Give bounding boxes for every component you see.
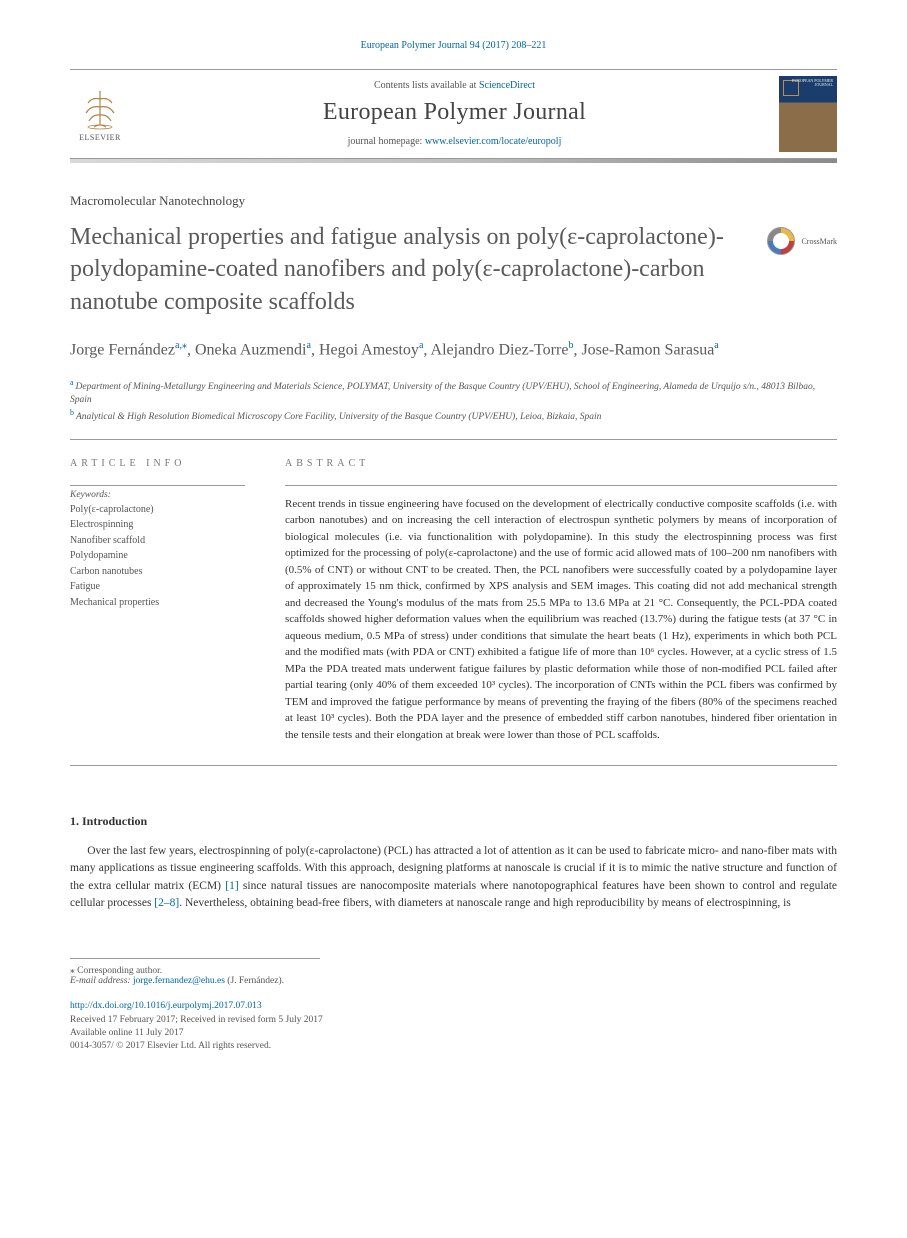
available-line: Available online 11 July 2017 xyxy=(70,1027,837,1040)
author-2: Oneka Auzmendi xyxy=(195,342,307,359)
cover-thumb-text: EUROPEAN POLYMER JOURNAL xyxy=(779,79,833,88)
homepage-prefix: journal homepage: xyxy=(348,136,425,147)
author-1-aff[interactable]: a,⁎ xyxy=(175,340,187,351)
authors-list: Jorge Fernándeza,⁎, Oneka Auzmendia, Heg… xyxy=(70,338,837,362)
affiliation-b-text: Analytical & High Resolution Biomedical … xyxy=(76,412,601,422)
received-line: Received 17 February 2017; Received in r… xyxy=(70,1014,837,1027)
article-info-heading: ARTICLE INFO xyxy=(70,458,245,469)
email-link[interactable]: jorge.fernandez@ehu.es xyxy=(133,976,225,986)
author-4: Alejandro Diez-Torre xyxy=(431,342,569,359)
gradient-bar xyxy=(70,159,837,163)
elsevier-logo: ELSEVIER xyxy=(70,76,130,152)
author-5: Jose-Ramon Sarasua xyxy=(581,342,714,359)
article-title: Mechanical properties and fatigue analys… xyxy=(70,221,747,318)
contents-prefix: Contents lists available at xyxy=(374,80,479,91)
journal-cover-thumb: EUROPEAN POLYMER JOURNAL xyxy=(779,76,837,152)
author-2-aff[interactable]: a xyxy=(306,340,310,351)
article-info-col: ARTICLE INFO Keywords: Poly(ε-caprolacto… xyxy=(70,458,245,744)
issn-line: 0014-3057/ © 2017 Elsevier Ltd. All righ… xyxy=(70,1040,837,1053)
abstract-heading: ABSTRACT xyxy=(285,458,837,469)
keywords-heading: Keywords: xyxy=(70,485,245,500)
intro-paragraph-1: Over the last few years, electrospinning… xyxy=(70,843,837,912)
email-line: E-mail address: jorge.fernandez@ehu.es (… xyxy=(70,976,320,986)
elsevier-wordmark: ELSEVIER xyxy=(79,133,121,142)
sciencedirect-link[interactable]: ScienceDirect xyxy=(479,80,535,91)
intro-heading: 1. Introduction xyxy=(70,814,837,829)
author-1: Jorge Fernández xyxy=(70,342,175,359)
header-citation: European Polymer Journal 94 (2017) 208–2… xyxy=(70,40,837,51)
keyword: Fatigue xyxy=(70,579,245,595)
keyword: Nanofiber scaffold xyxy=(70,533,245,549)
rule-above-abstract xyxy=(70,439,837,440)
keyword: Electrospinning xyxy=(70,517,245,533)
intro-p1-c: . Nevertheless, obtaining bead-free fibe… xyxy=(179,897,791,909)
email-label: E-mail address: xyxy=(70,976,133,986)
keyword: Mechanical properties xyxy=(70,595,245,611)
homepage-line: journal homepage: www.elsevier.com/locat… xyxy=(130,136,779,147)
affiliation-a-text: Department of Mining-Metallurgy Engineer… xyxy=(70,382,815,405)
info-abstract-row: ARTICLE INFO Keywords: Poly(ε-caprolacto… xyxy=(70,458,837,744)
contents-lists-line: Contents lists available at ScienceDirec… xyxy=(130,80,779,91)
author-4-aff[interactable]: b xyxy=(568,340,573,351)
masthead: ELSEVIER Contents lists available at Sci… xyxy=(70,69,837,159)
footnotes: ⁎ Corresponding author. E-mail address: … xyxy=(70,958,320,986)
crossmark-badge[interactable]: CrossMark xyxy=(767,227,837,255)
author-3: Hegoi Amestoy xyxy=(319,342,419,359)
title-row: Mechanical properties and fatigue analys… xyxy=(70,221,837,318)
affiliation-a: aDepartment of Mining-Metallurgy Enginee… xyxy=(70,377,837,408)
email-suffix: (J. Fernández). xyxy=(225,976,284,986)
affiliations: aDepartment of Mining-Metallurgy Enginee… xyxy=(70,377,837,425)
keyword: Poly(ε-caprolactone) xyxy=(70,502,245,518)
keyword: Polydopamine xyxy=(70,548,245,564)
homepage-link[interactable]: www.elsevier.com/locate/europolj xyxy=(425,136,562,147)
ref-link-2-8[interactable]: [2–8] xyxy=(154,897,179,909)
keyword: Carbon nanotubes xyxy=(70,564,245,580)
section-label: Macromolecular Nanotechnology xyxy=(70,193,837,209)
author-3-aff[interactable]: a xyxy=(419,340,423,351)
rule-below-abstract xyxy=(70,765,837,766)
elsevier-tree-icon xyxy=(78,87,122,131)
affiliation-b: bAnalytical & High Resolution Biomedical… xyxy=(70,407,837,424)
journal-name: European Polymer Journal xyxy=(130,99,779,126)
ref-link-1[interactable]: [1] xyxy=(225,880,238,892)
abstract-text: Recent trends in tissue engineering have… xyxy=(285,485,837,744)
corresponding-author: ⁎ Corresponding author. xyxy=(70,965,320,976)
doi-block: http://dx.doi.org/10.1016/j.eurpolymj.20… xyxy=(70,1000,837,1053)
author-5-aff[interactable]: a xyxy=(714,340,718,351)
crossmark-icon xyxy=(767,227,795,255)
crossmark-label: CrossMark xyxy=(801,237,837,246)
keywords-list: Poly(ε-caprolactone) Electrospinning Nan… xyxy=(70,502,245,611)
abstract-col: ABSTRACT Recent trends in tissue enginee… xyxy=(285,458,837,744)
doi-link[interactable]: http://dx.doi.org/10.1016/j.eurpolymj.20… xyxy=(70,1001,262,1011)
masthead-center: Contents lists available at ScienceDirec… xyxy=(130,76,779,152)
